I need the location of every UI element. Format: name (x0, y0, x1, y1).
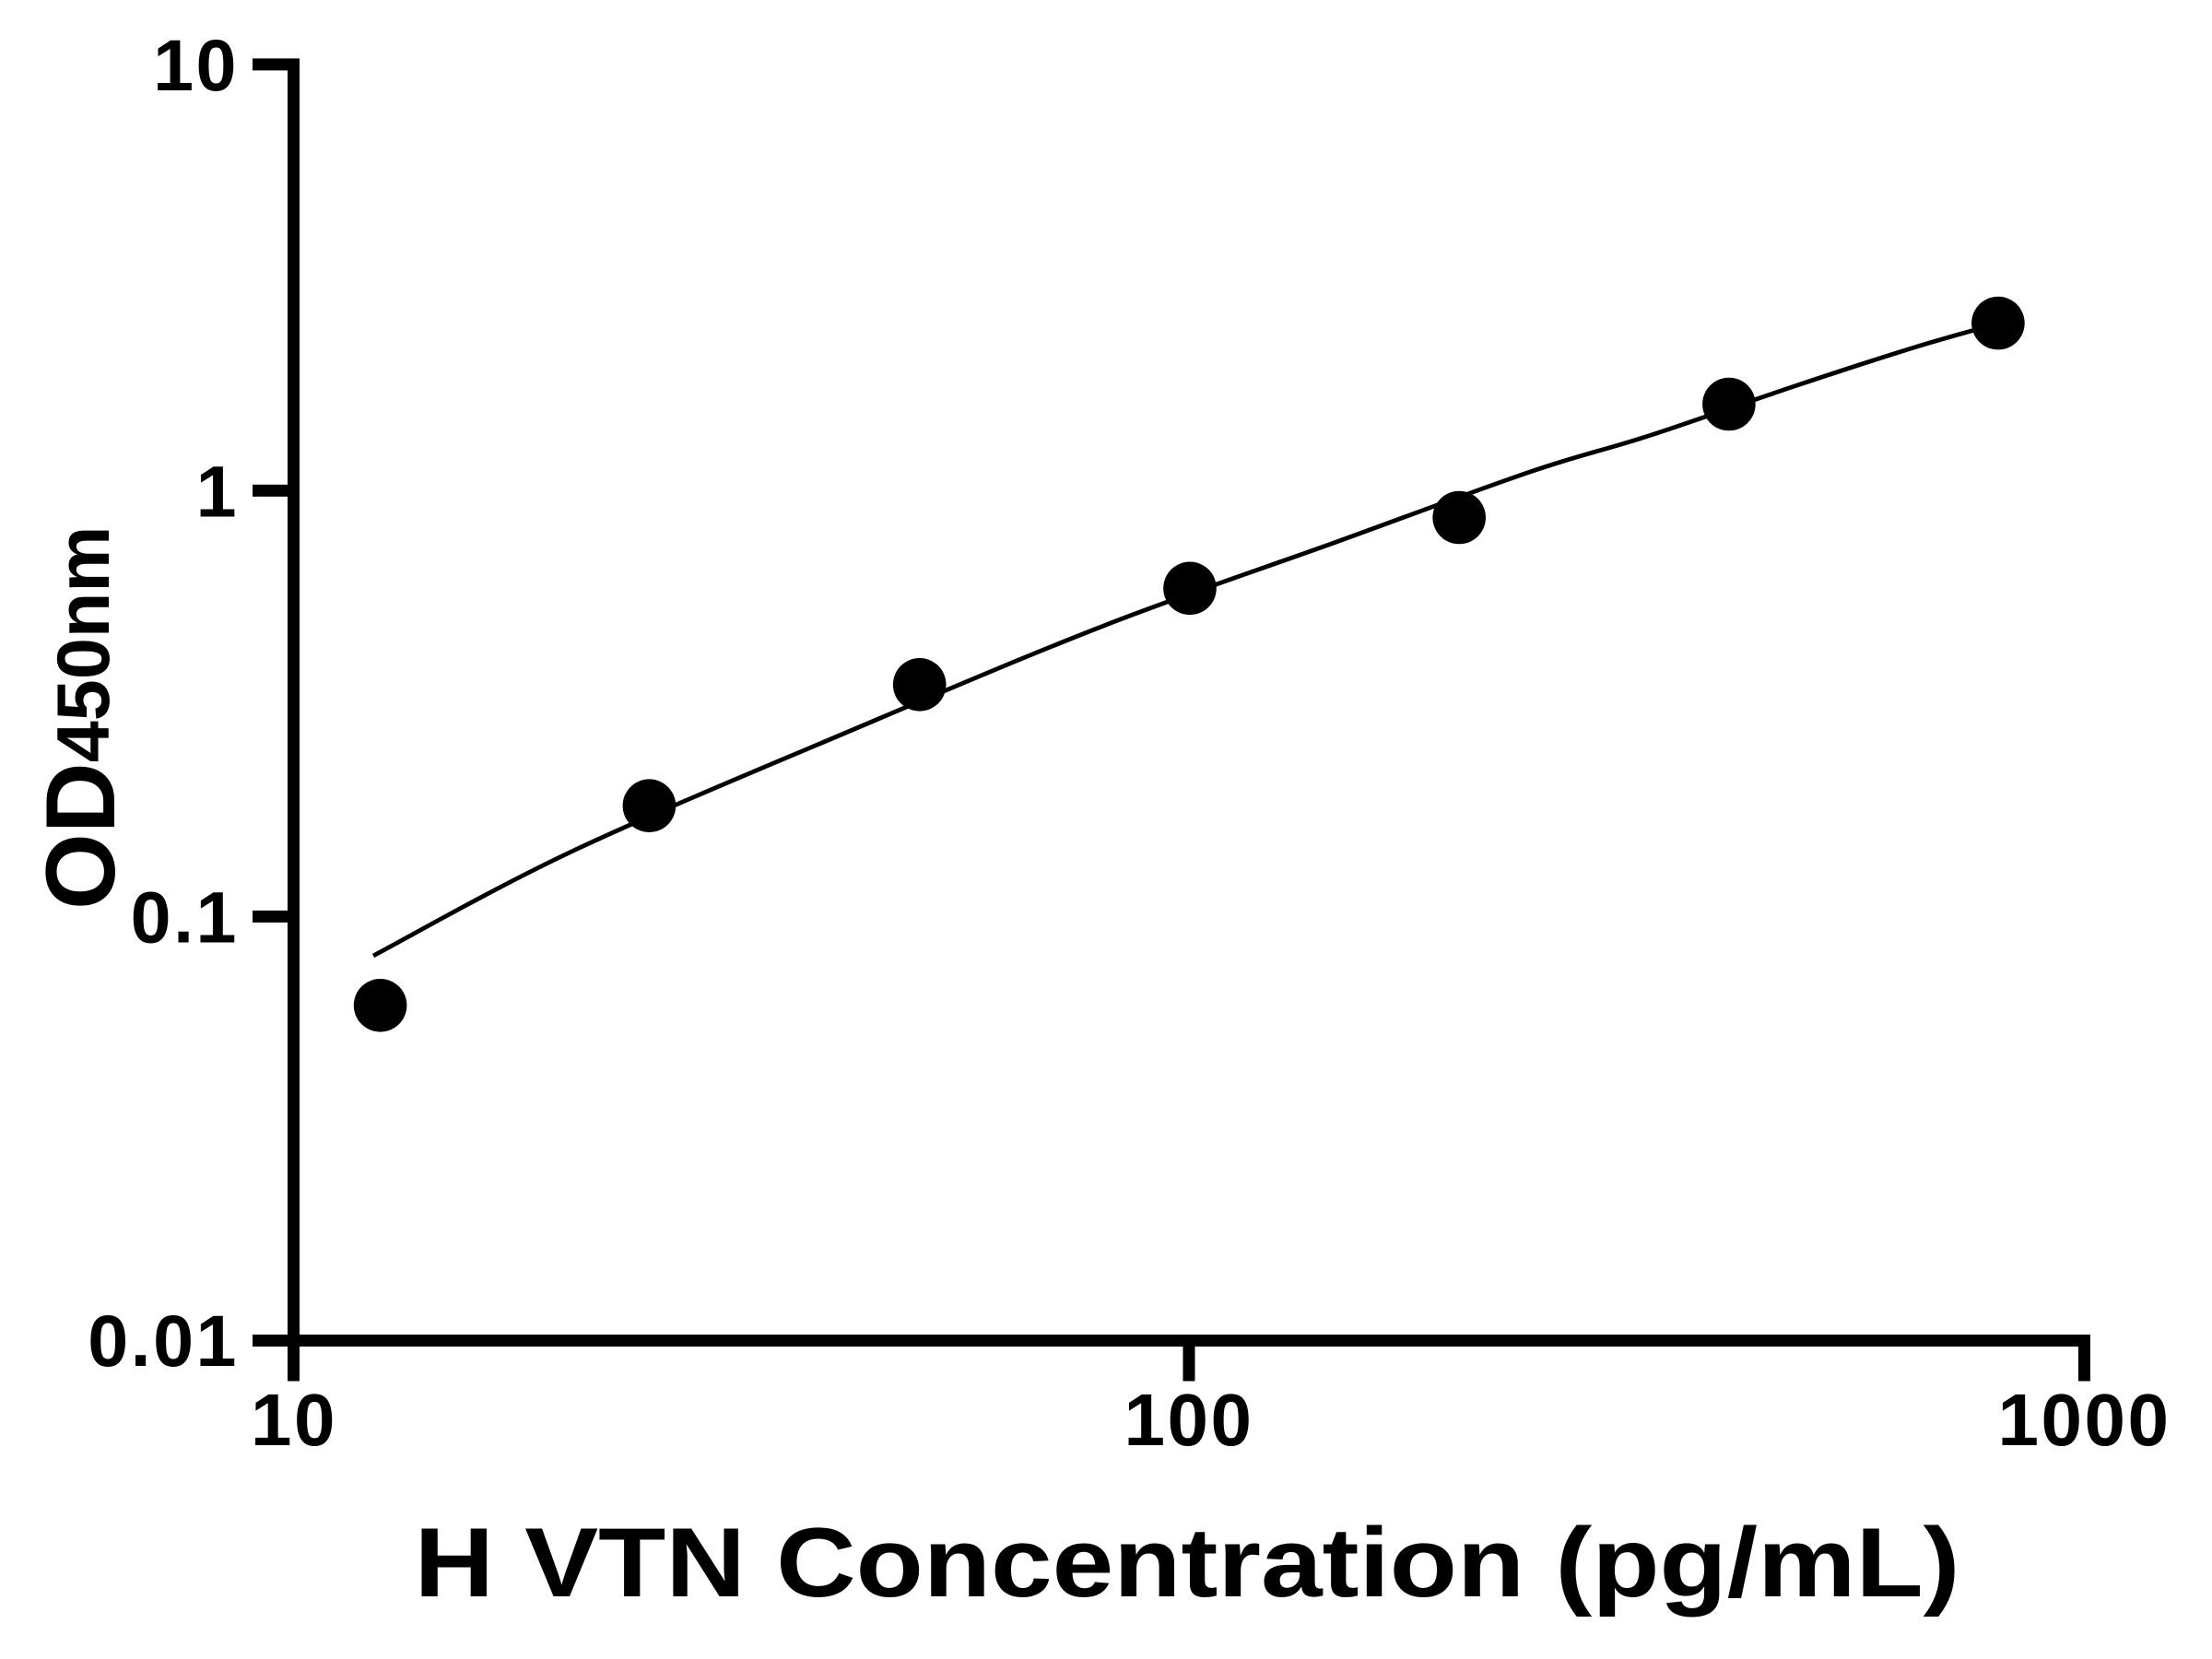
svg-text:100: 100 (1124, 1379, 1254, 1461)
svg-text:1: 1 (196, 450, 239, 532)
svg-text:0.01: 0.01 (88, 1300, 239, 1382)
svg-text:OD450nm: OD450nm (26, 526, 135, 910)
svg-text:10: 10 (251, 1379, 337, 1461)
svg-text:0.1: 0.1 (131, 876, 239, 958)
svg-text:H VTN Concentration (pg/mL): H VTN Concentration (pg/mL) (414, 1508, 1959, 1618)
svg-text:1000: 1000 (1998, 1379, 2171, 1461)
svg-text:10: 10 (153, 24, 239, 106)
